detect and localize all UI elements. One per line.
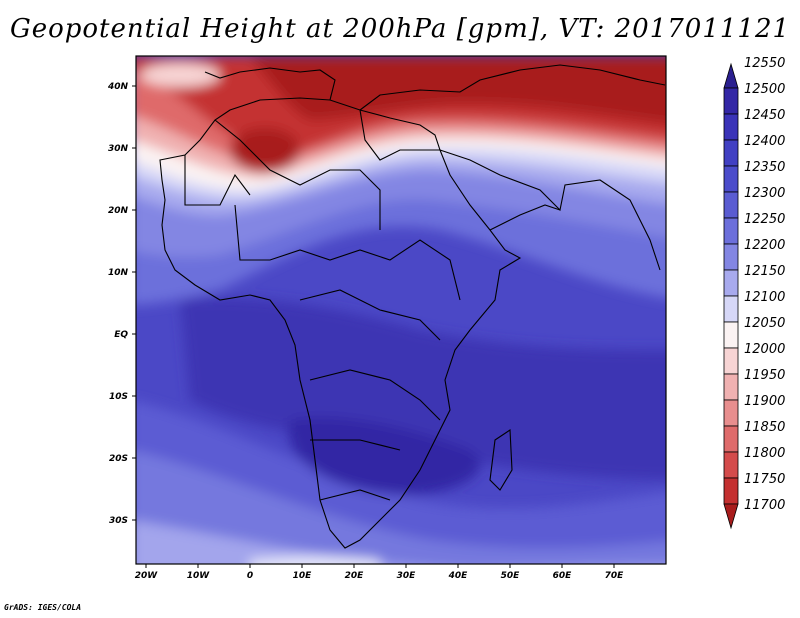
geopotential-field (136, 56, 666, 564)
lon-tick-label: 50E (501, 571, 521, 581)
coastlines (159, 64, 666, 549)
lat-tick-label: 40N (107, 82, 129, 92)
colorbar-label: 12200 (744, 238, 785, 253)
colorbar-bottom-arrow (723, 503, 739, 530)
colorbar-label: 12050 (744, 316, 785, 331)
colorbar-swatch (723, 451, 739, 479)
colorbar-swatch (723, 373, 739, 401)
colorbar-swatch (723, 269, 739, 297)
colorbar: 12550 12500 12450 12400 12350 12300 12250 12200… (723, 56, 785, 530)
lon-tick-label: 20E (345, 571, 365, 581)
lon-tick-label: 30E (397, 571, 417, 581)
lat-tick-label: EQ (114, 330, 128, 340)
colorbar-label: 12450 (744, 108, 785, 123)
lon-tick-label: 60E (553, 571, 573, 581)
colorbar-label: 11800 (744, 446, 785, 461)
colorbar-label: 12250 (744, 212, 785, 227)
lat-tick-label: 20N (108, 206, 129, 216)
lon-tick-label: 10E (293, 571, 313, 581)
colorbar-label: 12500 (744, 82, 785, 97)
colorbar-swatch (723, 243, 739, 271)
colorbar-label: 12100 (744, 290, 785, 305)
lon-tick-label: 20W (135, 571, 159, 581)
colorbar-swatch (723, 399, 739, 427)
colorbar-label: 12400 (744, 134, 785, 149)
colorbar-label: 11950 (744, 368, 785, 383)
colorbar-swatch (723, 321, 739, 349)
colorbar-label: 12550 (744, 56, 785, 71)
colorbar-label: 12300 (744, 186, 785, 201)
lon-tick-label: 10W (187, 571, 211, 581)
colorbar-top-arrow (723, 62, 739, 89)
lat-tick-label: 30S (109, 516, 128, 526)
colorbar-label: 12350 (744, 160, 785, 175)
colorbar-swatch (723, 295, 739, 323)
colorbar-swatch (723, 113, 739, 141)
colorbar-swatch (723, 191, 739, 219)
colorbar-label: 11900 (744, 394, 785, 409)
colorbar-swatch (723, 87, 739, 115)
lon-axis: 20W 10W 0 10E 20E 30E 40E 50E 60E 70E (135, 564, 624, 581)
colorbar-label: 11700 (744, 498, 785, 513)
colorbar-label: 11850 (744, 420, 785, 435)
lat-tick-label: 10S (109, 392, 128, 402)
colorbar-label: 12000 (744, 342, 785, 357)
lat-tick-label: 20S (109, 454, 128, 464)
lon-tick-label: 0 (247, 571, 253, 581)
colorbar-swatch (723, 165, 739, 193)
lat-axis: 40N 30N 20N 10N EQ 10S 20S 30S (107, 82, 136, 526)
map-title: Geopotential Height at 200hPa [gpm], VT:… (9, 14, 791, 44)
colorbar-label: 12150 (744, 264, 785, 279)
colorbar-swatch (723, 217, 739, 245)
colorbar-swatch (723, 425, 739, 453)
colorbar-swatch (723, 477, 739, 505)
grads-credit: GrADS: IGES/COLA (4, 603, 82, 612)
colorbar-label: 11750 (744, 472, 785, 487)
lon-tick-label: 70E (605, 571, 625, 581)
lon-tick-label: 40E (448, 571, 469, 581)
colorbar-swatch (723, 347, 739, 375)
lat-tick-label: 30N (108, 144, 129, 154)
lat-tick-label: 10N (108, 268, 129, 278)
colorbar-swatch (723, 139, 739, 167)
